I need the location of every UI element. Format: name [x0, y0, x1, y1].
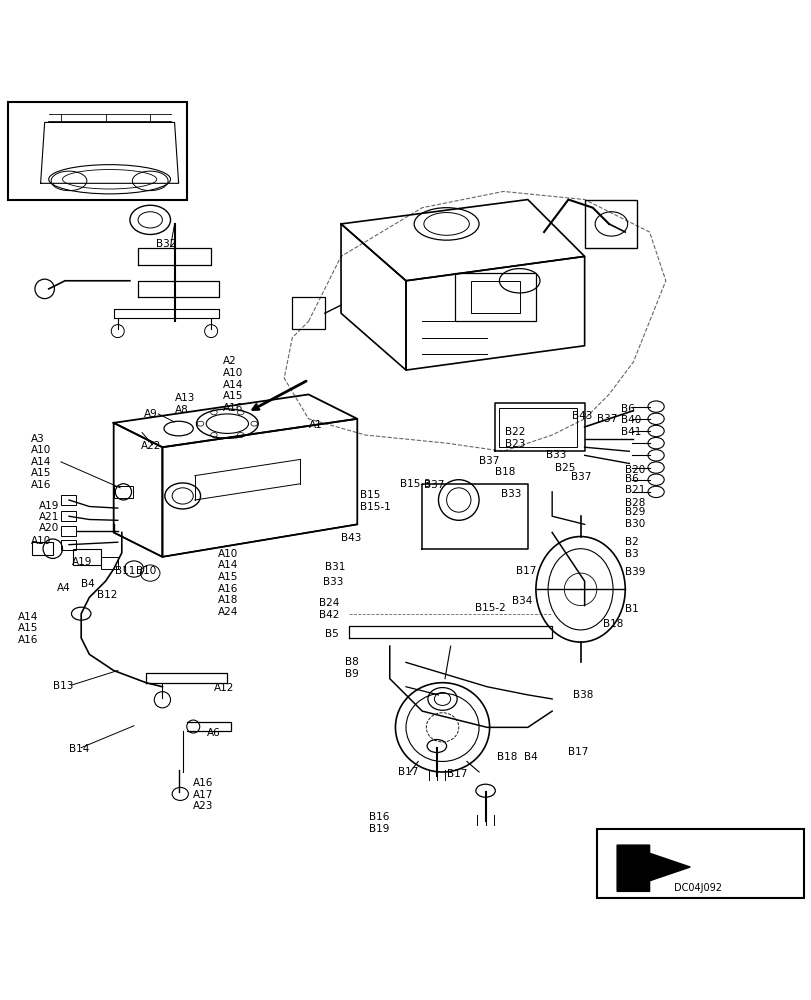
Text: B12: B12	[97, 590, 118, 600]
Bar	[61, 540, 75, 550]
Text: B17: B17	[397, 767, 418, 777]
Text: A6: A6	[207, 728, 221, 738]
Text: B5: B5	[324, 629, 338, 639]
Text: B17: B17	[515, 566, 535, 576]
Text: B11: B11	[115, 566, 135, 576]
Text: B20: B20	[624, 465, 645, 475]
Text: B37: B37	[570, 472, 590, 482]
Text: B1: B1	[624, 604, 638, 614]
Text: A13
A8: A13 A8	[175, 393, 195, 415]
Text: A22: A22	[140, 441, 161, 451]
Text: B34: B34	[511, 596, 531, 606]
Bar	[454, 273, 535, 321]
Text: B6
B21: B6 B21	[624, 474, 645, 495]
Text: DC04J092: DC04J092	[673, 883, 722, 893]
Text: A2
A10
A14
A15
A16: A2 A10 A14 A15 A16	[223, 356, 243, 413]
Text: A1: A1	[308, 420, 322, 430]
Text: B37: B37	[478, 456, 499, 466]
Text: B4: B4	[523, 752, 537, 762]
Text: A9: A9	[144, 409, 157, 419]
Text: B18: B18	[602, 619, 622, 629]
Text: A21: A21	[39, 512, 59, 522]
Text: B10: B10	[136, 566, 157, 576]
Text: B2
B3: B2 B3	[624, 537, 638, 559]
Bar	[101, 557, 118, 569]
Text: B24
B42: B24 B42	[319, 598, 339, 620]
Text: B43: B43	[572, 411, 592, 421]
Text: B31: B31	[324, 562, 345, 572]
Text: A14
A15
A16: A14 A15 A16	[18, 612, 38, 645]
Text: B15
B15-1: B15 B15-1	[359, 490, 390, 512]
Bar	[61, 495, 75, 505]
Text: A19: A19	[39, 501, 59, 511]
Text: B17: B17	[446, 769, 466, 779]
Text: B39: B39	[624, 567, 645, 577]
Bar	[8, 102, 187, 200]
Bar	[470, 281, 519, 313]
Bar	[292, 297, 324, 329]
Text: B15-3: B15-3	[399, 479, 430, 489]
Text: A16
A17
A23: A16 A17 A23	[192, 778, 212, 811]
Text: B33: B33	[500, 489, 521, 499]
Bar	[596, 829, 803, 898]
Polygon shape	[616, 845, 689, 891]
Text: B16
B19: B16 B19	[369, 812, 389, 834]
Text: B22
B23: B22 B23	[504, 427, 525, 449]
Text: B18: B18	[496, 752, 517, 762]
Bar	[499, 408, 576, 447]
Text: B13: B13	[53, 681, 73, 691]
Text: B14: B14	[69, 744, 89, 754]
Text: B4: B4	[81, 579, 95, 589]
Text: B33: B33	[323, 577, 343, 587]
Text: B38: B38	[573, 690, 593, 700]
Text: B25: B25	[554, 463, 574, 473]
Text: A3
A10
A14
A15
A16: A3 A10 A14 A15 A16	[31, 434, 51, 490]
Bar	[584, 200, 637, 248]
Text: B6
B40
B41: B6 B40 B41	[620, 404, 641, 437]
Text: B8
B9: B8 B9	[345, 657, 358, 679]
Text: B37: B37	[423, 480, 444, 490]
Text: B32: B32	[156, 239, 176, 249]
Text: B15-2: B15-2	[474, 603, 505, 613]
Bar	[61, 511, 75, 521]
Text: A20: A20	[39, 523, 59, 533]
Text: A19: A19	[71, 557, 92, 567]
Text: A12: A12	[213, 683, 234, 693]
Text: B43: B43	[341, 533, 361, 543]
Text: B17: B17	[568, 747, 588, 757]
Text: A4: A4	[57, 583, 71, 593]
Text: B18: B18	[495, 467, 515, 477]
Text: B29
B30: B29 B30	[624, 507, 645, 529]
Bar	[73, 549, 101, 565]
Bar	[61, 526, 75, 536]
Text: A10: A10	[31, 536, 51, 546]
Text: B37: B37	[596, 414, 616, 424]
Bar	[114, 486, 133, 498]
Text: B28: B28	[624, 498, 645, 508]
Text: A10
A14
A15
A16
A18
A24: A10 A14 A15 A16 A18 A24	[217, 549, 238, 617]
Bar	[32, 542, 53, 555]
Text: B33: B33	[546, 450, 566, 460]
